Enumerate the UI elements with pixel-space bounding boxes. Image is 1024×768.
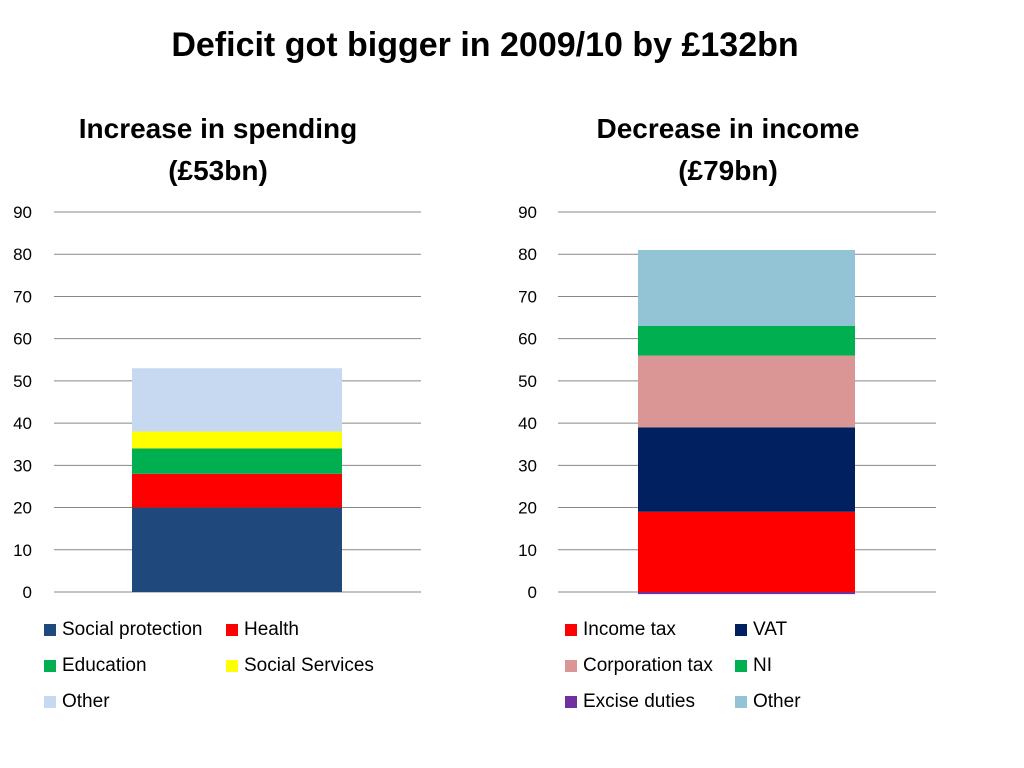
income-bar-segment-other bbox=[638, 250, 855, 326]
income-legend-item-other: Other bbox=[735, 690, 801, 714]
income-bar-segment-excise-duties bbox=[638, 592, 855, 595]
income-ytick-label-10: 10 bbox=[518, 541, 537, 560]
spending-ytick-label-60: 60 bbox=[13, 330, 32, 349]
spending-legend-item-other: Other bbox=[44, 690, 110, 714]
income-title-line-2: (£79bn) bbox=[678, 155, 778, 186]
spending-legend-item-education: Education bbox=[44, 654, 147, 678]
income-legend-swatch-corporation-tax bbox=[565, 660, 577, 672]
income-legend-swatch-ni bbox=[735, 660, 747, 672]
spending-bar-segment-health bbox=[132, 473, 342, 508]
spending-legend-label-education: Education bbox=[62, 655, 147, 676]
income-legend-item-excise-duties: Excise duties bbox=[565, 690, 695, 714]
income-bar-segment-income-tax bbox=[638, 511, 855, 592]
income-ytick-label-70: 70 bbox=[518, 287, 537, 306]
spending-title-line-1: Increase in spending bbox=[78, 113, 358, 144]
income-legend-label-vat: VAT bbox=[753, 619, 788, 640]
main-title: Deficit got bigger in 2009/10 by £132bn bbox=[171, 26, 799, 64]
income-legend-item-ni: NI bbox=[735, 654, 772, 678]
spending-bar-segment-social-protection bbox=[132, 507, 342, 592]
spending-legend-item-health: Health bbox=[226, 618, 299, 642]
income-legend-label-other: Other bbox=[753, 691, 801, 712]
income-legend-item-corporation-tax: Corporation tax bbox=[565, 654, 713, 678]
income-legend-label-income-tax: Income tax bbox=[583, 619, 676, 640]
income-legend-label-corporation-tax: Corporation tax bbox=[583, 655, 713, 676]
spending-legend-swatch-social-protection bbox=[44, 624, 56, 636]
spending-legend-item-social-services: Social Services bbox=[226, 654, 374, 678]
spending-chart-title: Increase in spending (£53bn) bbox=[8, 108, 428, 192]
spending-ytick-label-50: 50 bbox=[13, 372, 32, 391]
spending-ytick-label-10: 10 bbox=[13, 541, 32, 560]
spending-legend-label-social-protection: Social protection bbox=[62, 619, 203, 640]
income-chart-title: Decrease in income (£79bn) bbox=[518, 108, 938, 192]
income-ytick-label-90: 90 bbox=[518, 203, 537, 222]
income-ytick-label-40: 40 bbox=[518, 414, 537, 433]
income-ytick-label-80: 80 bbox=[518, 245, 537, 264]
income-legend-swatch-vat bbox=[735, 624, 747, 636]
spending-title-line-2: (£53bn) bbox=[168, 155, 268, 186]
spending-ytick-label-30: 30 bbox=[13, 456, 32, 475]
spending-legend-swatch-education bbox=[44, 660, 56, 672]
spending-legend-label-other: Other bbox=[62, 691, 110, 712]
income-ytick-label-30: 30 bbox=[518, 456, 537, 475]
spending-legend-swatch-social-services bbox=[226, 660, 238, 672]
spending-legend-label-health: Health bbox=[244, 619, 299, 640]
spending-ytick-label-0: 0 bbox=[23, 583, 32, 602]
income-legend-item-vat: VAT bbox=[735, 618, 787, 642]
income-ytick-label-50: 50 bbox=[518, 372, 537, 391]
spending-ytick-label-90: 90 bbox=[13, 203, 32, 222]
income-ytick-label-20: 20 bbox=[518, 499, 537, 518]
spending-ytick-label-70: 70 bbox=[13, 287, 32, 306]
spending-bar-segment-education bbox=[132, 448, 342, 474]
income-legend-swatch-income-tax bbox=[565, 624, 577, 636]
income-bar-segment-vat bbox=[638, 427, 855, 512]
income-legend-item-income-tax: Income tax bbox=[565, 618, 676, 642]
spending-ytick-label-40: 40 bbox=[13, 414, 32, 433]
income-legend-label-excise-duties: Excise duties bbox=[583, 691, 695, 712]
spending-legend-label-social-services: Social Services bbox=[244, 655, 374, 676]
income-legend-swatch-excise-duties bbox=[565, 696, 577, 708]
spending-bar-segment-social-services bbox=[132, 431, 342, 449]
income-ytick-label-60: 60 bbox=[518, 330, 537, 349]
spending-legend-item-social-protection: Social protection bbox=[44, 618, 202, 642]
income-title-line-1: Decrease in income bbox=[596, 113, 860, 144]
income-legend-label-ni: NI bbox=[753, 655, 772, 676]
spending-ytick-label-80: 80 bbox=[13, 245, 32, 264]
income-bar-segment-corporation-tax bbox=[638, 355, 855, 428]
spending-ytick-label-20: 20 bbox=[13, 499, 32, 518]
spending-bar-segment-other bbox=[132, 368, 342, 432]
spending-legend-swatch-other bbox=[44, 696, 56, 708]
income-legend-swatch-other bbox=[735, 696, 747, 708]
income-ytick-label-0: 0 bbox=[528, 583, 537, 602]
income-bar-segment-ni bbox=[638, 326, 855, 356]
spending-legend-swatch-health bbox=[226, 624, 238, 636]
